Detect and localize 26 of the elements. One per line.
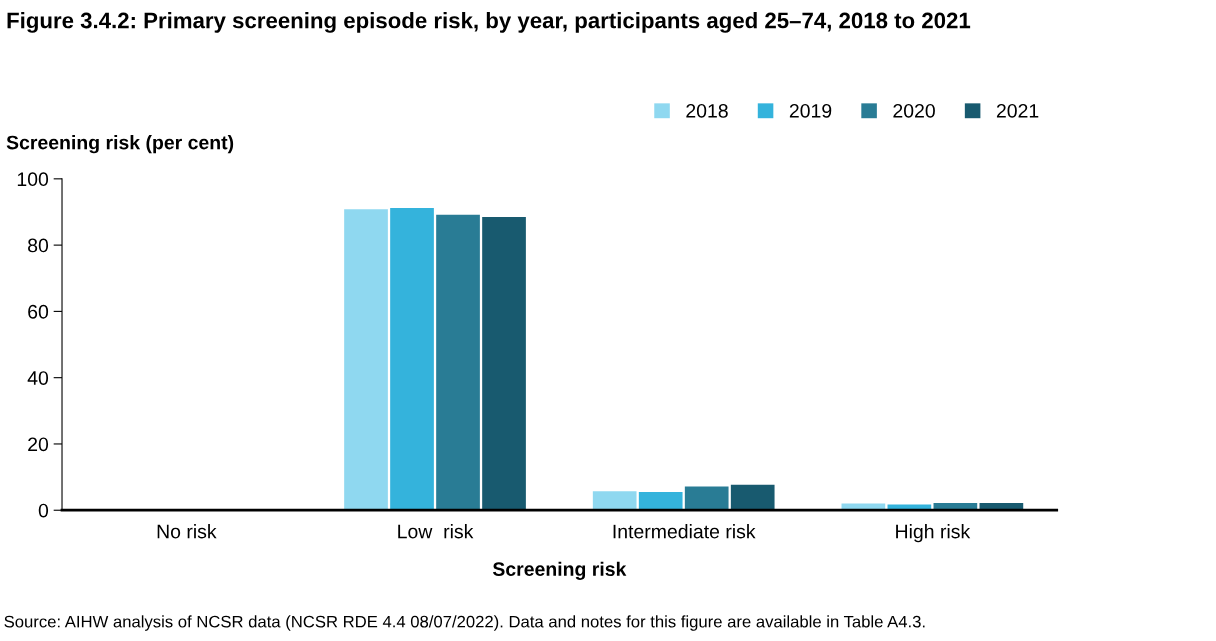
y-tick-label: 20 <box>28 437 49 452</box>
bar <box>390 208 434 511</box>
y-tick-label: 60 <box>28 304 49 319</box>
bar <box>730 484 775 511</box>
x-axis-title: Screening risk <box>492 561 627 580</box>
source-note: Source: AIHW analysis of NCSR data (NCSR RDE 4.4 08/07/2022). Data and notes for this figure are available in Table A4.3. <box>4 615 925 631</box>
bar <box>482 216 526 511</box>
y-tick-label: 100 <box>17 172 49 187</box>
bar <box>344 209 388 511</box>
y-axis-title: Screening risk (per cent) <box>6 135 234 154</box>
chart-title: Figure 3.4.2: Primary screening episode risk, by year, participants aged 25–74, 2018 to 2021 <box>7 12 971 33</box>
bar <box>592 491 637 511</box>
x-tick-label: No risk <box>157 524 217 539</box>
legend-label: 2019 <box>789 103 832 118</box>
legend-label: 2018 <box>686 103 728 118</box>
bar <box>436 214 480 511</box>
y-tick-label: 80 <box>28 238 49 253</box>
legend-label: 2020 <box>893 103 935 118</box>
bar <box>684 486 729 511</box>
x-tick-label: Low risk <box>398 524 474 539</box>
x-tick-label: Intermediate risk <box>613 524 756 539</box>
x-tick-label: High risk <box>896 524 971 543</box>
legend-label: 2021 <box>996 103 1039 118</box>
y-tick-label: 40 <box>27 371 49 385</box>
y-tick-label: 0 <box>38 503 49 518</box>
bar <box>638 492 683 511</box>
